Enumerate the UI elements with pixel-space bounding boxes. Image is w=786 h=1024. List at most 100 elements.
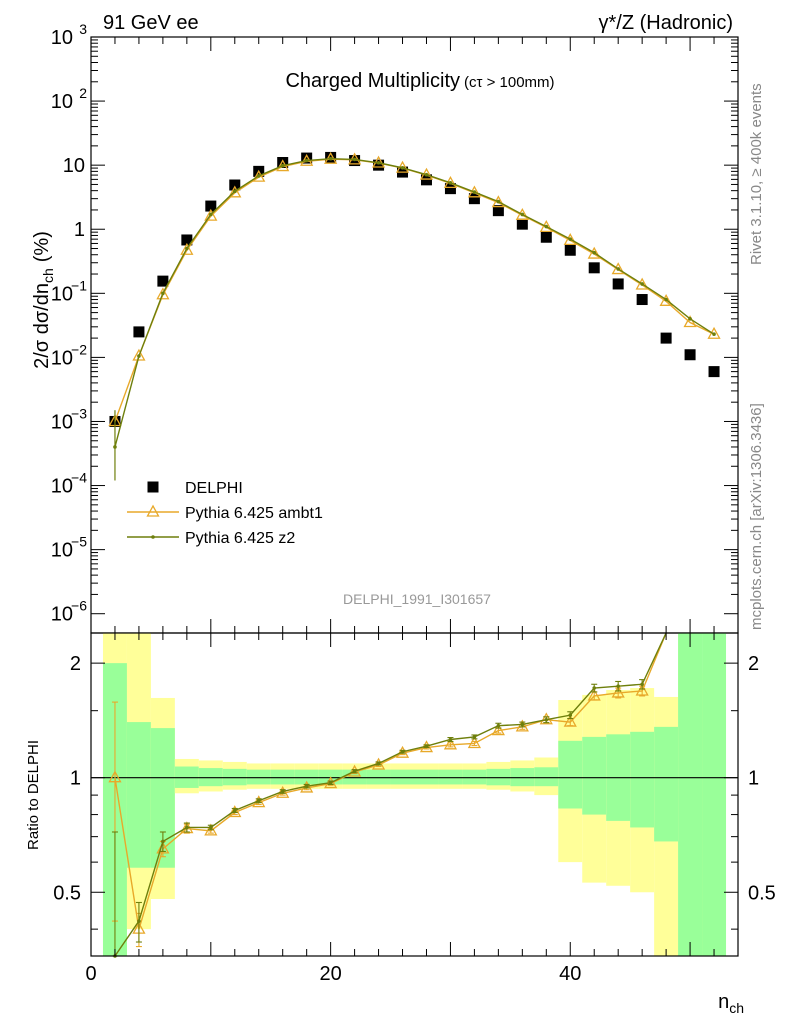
main-point xyxy=(515,207,529,220)
main-point xyxy=(684,349,696,361)
main-point xyxy=(491,195,505,208)
main-point xyxy=(256,174,261,178)
ratio-point xyxy=(640,682,644,687)
ratio-panel: 0.5 0.51 12 20 20 40 Ratio to DELPHI nch xyxy=(25,632,776,1016)
main-point xyxy=(516,218,528,230)
ratio-band-inner xyxy=(486,768,511,786)
main-point xyxy=(564,244,576,256)
main-point xyxy=(277,157,289,169)
ratio-band-inner xyxy=(534,767,559,787)
main-ytick-base: 10 xyxy=(51,27,73,49)
main-ytick-base: 10 xyxy=(51,283,73,305)
main-ytick-label: 10 xyxy=(51,476,73,498)
ratio-band-inner xyxy=(678,633,703,956)
main-point xyxy=(137,354,141,358)
main-point xyxy=(539,220,553,233)
main-point xyxy=(496,199,501,204)
ratio-band-inner xyxy=(270,769,295,785)
ratio-band-inner xyxy=(438,769,463,785)
ratio-band-inner xyxy=(366,769,391,785)
ratio-point xyxy=(352,769,357,774)
ratio-point xyxy=(443,737,458,750)
ratio-band-inner xyxy=(222,768,247,786)
x-tick-label: 0 xyxy=(85,963,96,985)
main-ytick-label: 10 xyxy=(63,155,85,177)
ratio-point xyxy=(472,735,477,739)
main-point xyxy=(328,156,333,161)
main-ytick-base: 10 xyxy=(51,540,73,562)
main-point xyxy=(376,160,381,165)
main-point xyxy=(616,267,620,271)
main-point xyxy=(420,174,432,186)
ratio-ytick-label-right: 0.5 xyxy=(748,882,776,904)
ratio-band-inner xyxy=(582,736,607,815)
main-point xyxy=(228,185,242,198)
ratio-band-inner xyxy=(390,769,415,785)
ratio-point xyxy=(592,686,597,690)
ratio-point xyxy=(185,825,189,830)
main-point xyxy=(587,246,601,259)
ratio-point xyxy=(568,713,573,717)
main-point xyxy=(180,242,194,255)
ratio-point xyxy=(328,780,333,785)
legend-marker xyxy=(146,504,160,517)
ratio-ytick-label-right: 1 xyxy=(748,768,759,790)
main-ytick-label: 10 xyxy=(51,283,73,305)
main-point xyxy=(400,165,405,170)
main-point xyxy=(588,262,600,274)
main-ytick-label: 10 xyxy=(51,604,73,626)
main-point xyxy=(352,157,357,162)
main-point xyxy=(635,277,649,290)
main-point xyxy=(424,172,429,177)
ratio-point xyxy=(544,717,549,722)
main-ytick-label: 10 xyxy=(51,27,73,49)
main-point xyxy=(636,294,648,306)
ratio-band-inner xyxy=(462,769,487,785)
main-point xyxy=(229,179,241,191)
ratio-point xyxy=(228,805,242,818)
x-axis-label-sub: ch xyxy=(729,1000,744,1016)
header-left: 91 GeV ee xyxy=(103,12,199,34)
ratio-point xyxy=(611,685,625,698)
ratio-point xyxy=(467,736,482,749)
main-ytick-base: 10 xyxy=(51,411,73,433)
main-point xyxy=(472,190,477,194)
main-ytick-base: 10 xyxy=(51,91,73,113)
main-ytick-exp: −3 xyxy=(71,405,87,421)
header-right: γ*/Z (Hadronic) xyxy=(599,12,733,34)
ratio-series-line xyxy=(114,632,667,930)
main-point xyxy=(132,348,146,361)
main-point xyxy=(492,205,504,217)
ratio-point xyxy=(209,825,213,830)
main-ylabel-unit: (%) xyxy=(31,231,53,262)
main-ylabel-text: 2/σ dσ/dn xyxy=(31,283,53,369)
main-point xyxy=(209,212,213,217)
main-ytick-base: 10 xyxy=(51,347,73,369)
main-point xyxy=(373,159,385,171)
main-ytick-base: 10 xyxy=(51,604,73,626)
ratio-point xyxy=(448,737,453,742)
chart-title-suffix: (cτ > 100mm) xyxy=(464,74,555,91)
side-label-top: Rivet 3.1.10, ≥ 400k events xyxy=(748,83,765,265)
main-point xyxy=(540,231,552,243)
main-point xyxy=(520,212,525,217)
chart-title: Charged Multiplicity xyxy=(285,70,460,92)
ratio-axes: 0.5 0.51 12 20 20 40 xyxy=(53,633,776,985)
ratio-point xyxy=(161,839,165,844)
main-point xyxy=(467,185,482,198)
main-ytick-base: 10 xyxy=(63,155,85,177)
main-point xyxy=(444,183,456,195)
ratio-point xyxy=(108,770,122,783)
legend-marker xyxy=(147,481,159,493)
ratio-bands xyxy=(91,633,738,956)
ratio-point xyxy=(156,841,170,854)
main-point xyxy=(683,315,697,328)
main-point xyxy=(568,237,573,241)
main-point xyxy=(712,332,716,337)
ratio-band-inner xyxy=(654,726,679,842)
main-ylabel: 2/σ dσ/dnch (%) xyxy=(31,231,56,369)
ratio-band-inner xyxy=(558,740,583,809)
main-ytick-label: 1 xyxy=(74,219,85,241)
side-label-bottom: mcplots.cern.ch [arXiv:1306.3436] xyxy=(748,403,765,630)
